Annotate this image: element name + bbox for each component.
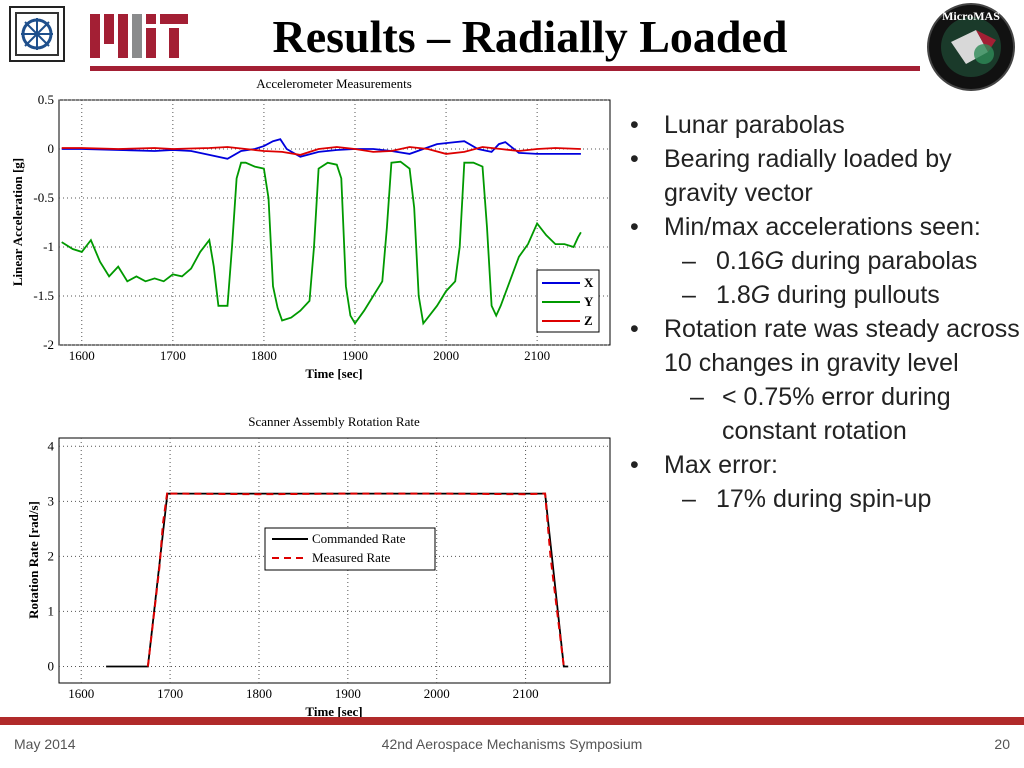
bullet-text: Bearing radially loaded by gravity vecto… [664, 145, 952, 207]
plot-area [58, 99, 611, 346]
footer-date: May 2014 [14, 736, 76, 752]
bullet-item: • Min/max accelerations seen: [630, 210, 1020, 244]
y-tick-label: -2 [43, 337, 54, 352]
title-underline [90, 66, 920, 71]
y-tick-label: 0 [48, 141, 55, 156]
footer-conference: 42nd Aerospace Mechanisms Symposium [381, 736, 643, 752]
bullet-dash-icon: – [682, 247, 696, 275]
legend-label: X [584, 275, 594, 290]
bullet-item: –1.8G during pullouts [630, 278, 1020, 312]
series-lines [61, 138, 582, 326]
bullet-text: < 0.75% error during constant rotation [722, 383, 951, 445]
y-tick-label: 3 [48, 493, 55, 508]
bullet-dot-icon: • [630, 213, 639, 241]
x-axis-label: Time [sec] [305, 366, 362, 381]
y-tick-label: -1 [43, 239, 54, 254]
bullet-text: 0.16G during parabolas [716, 247, 978, 275]
y-tick-label: 2 [48, 548, 55, 563]
series-line [61, 138, 581, 160]
micromas-logo: MicroMAS [926, 2, 1016, 92]
x-tick-label: 2000 [424, 686, 450, 701]
x-tick-label: 1700 [160, 348, 186, 363]
legend-label: Y [584, 294, 594, 309]
bullet-dash-icon: – [690, 383, 704, 411]
series-line [146, 489, 565, 667]
footer-rule [0, 717, 1024, 725]
tick-labels: 1600 1700 1800 1900 2000 2100 0.5 0 -0.5 -1 -1.5 -2 [33, 92, 550, 363]
bullet-dot-icon: • [630, 315, 639, 343]
bullet-item: –17% during spin-up [630, 482, 1020, 516]
bullet-text: Max error: [664, 451, 778, 479]
x-tick-label: 2000 [433, 348, 459, 363]
bullet-text: 17% during spin-up [716, 485, 932, 513]
y-axis-label: Linear Acceleration [g] [10, 158, 25, 286]
grid [59, 438, 610, 683]
bullet-dash-icon: – [682, 485, 696, 513]
legend: XYZ [536, 269, 600, 333]
bullet-item: • Rotation rate was steady across 10 chan… [630, 312, 1020, 380]
x-tick-label: 1700 [157, 686, 183, 701]
tick-labels: 1600 1700 1800 1900 2000 2100 0 1 2 3 4 [48, 438, 539, 701]
bullet-text: 1.8G during pullouts [716, 281, 940, 309]
legend-label: Z [584, 313, 593, 328]
bullet-item: – < 0.75% error during constant rotation [630, 380, 1020, 448]
x-tick-label: 1900 [342, 348, 368, 363]
bullet-text: Lunar parabolas [664, 111, 845, 139]
x-tick-label: 1600 [69, 348, 95, 363]
x-tick-label: 2100 [524, 348, 550, 363]
footer-page-number: 20 [994, 736, 1010, 752]
y-tick-label: 0.5 [38, 92, 54, 107]
bullet-item: • Lunar parabolas [630, 108, 1020, 142]
y-tick-label: 1 [48, 603, 55, 618]
series-lines [106, 489, 569, 668]
y-tick-label: -1.5 [33, 288, 54, 303]
bullet-dash-icon: – [682, 281, 696, 309]
x-tick-label: 1600 [68, 686, 94, 701]
series-line [61, 146, 581, 156]
legend: Commanded Rate Measured Rate [264, 527, 436, 571]
bullet-list: • Lunar parabolas • Bearing radially loaded… [630, 108, 1020, 516]
accelerometer-chart: Accelerometer Measurements 1600 1700 1800 1… [10, 76, 611, 381]
bullet-dot-icon: • [630, 111, 639, 139]
chart-title: Accelerometer Measurements [256, 76, 412, 91]
y-tick-label: -0.5 [33, 190, 54, 205]
bullet-item: • Max error: [630, 448, 1020, 482]
grid [59, 99, 610, 346]
bullet-text: Rotation rate was steady across 10 chang… [664, 315, 1020, 377]
bullet-text: Min/max accelerations seen: [664, 213, 981, 241]
bullet-item: –0.16G during parabolas [630, 244, 1020, 278]
legend-label: Measured Rate [312, 550, 391, 565]
x-tick-label: 1800 [246, 686, 272, 701]
series-line [61, 160, 582, 326]
micromas-wordmark: MicroMAS [942, 9, 1000, 23]
bullet-dot-icon: • [630, 451, 639, 479]
bullet-item: • Bearing radially loaded by gravity vect… [630, 142, 1020, 210]
y-tick-label: 0 [48, 658, 55, 673]
bullet-dot-icon: • [630, 145, 639, 173]
mit-logo [90, 8, 190, 60]
legend-label: Commanded Rate [312, 531, 406, 546]
chart-title: Scanner Assembly Rotation Rate [248, 414, 420, 429]
lincoln-lab-logo [9, 6, 65, 62]
rotation-rate-chart: Scanner Assembly Rotation Rate 1600 1700 1… [26, 414, 611, 719]
x-axis-label: Time [sec] [305, 704, 362, 719]
x-tick-label: 2100 [513, 686, 539, 701]
slide-title: Results – Radially Loaded [272, 11, 788, 62]
x-tick-label: 1800 [251, 348, 277, 363]
y-axis-label: Rotation Rate [rad/s] [26, 501, 41, 619]
x-tick-label: 1900 [335, 686, 361, 701]
y-tick-label: 4 [48, 438, 55, 453]
